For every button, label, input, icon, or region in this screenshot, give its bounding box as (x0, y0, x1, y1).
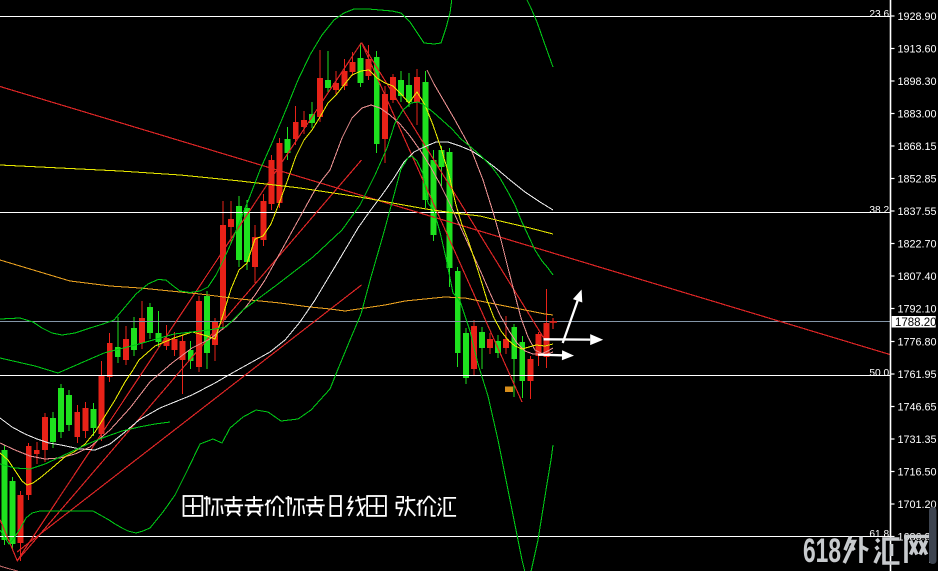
svg-text:1822.70: 1822.70 (898, 239, 937, 251)
svg-text:618: 618 (803, 532, 841, 570)
svg-text:1731.35: 1731.35 (898, 434, 937, 446)
svg-text:1852.85: 1852.85 (898, 174, 937, 186)
svg-text:38.2: 38.2 (869, 205, 889, 216)
svg-text:1928.90: 1928.90 (898, 11, 937, 23)
svg-text:1898.30: 1898.30 (898, 76, 937, 88)
svg-text:1716.50: 1716.50 (898, 467, 937, 479)
svg-text:1761.95: 1761.95 (898, 369, 937, 381)
svg-text:1807.40: 1807.40 (898, 271, 937, 283)
svg-text:1868.15: 1868.15 (898, 141, 937, 153)
svg-text:1883.00: 1883.00 (898, 109, 937, 121)
svg-text:1746.65: 1746.65 (898, 402, 937, 414)
svg-text:50.0: 50.0 (869, 368, 889, 379)
svg-text:1776.80: 1776.80 (898, 337, 937, 349)
svg-text:1788.20: 1788.20 (895, 317, 937, 329)
svg-text:1792.10: 1792.10 (898, 304, 937, 316)
svg-text:1701.20: 1701.20 (898, 499, 937, 511)
svg-text:61.8: 61.8 (869, 529, 889, 540)
svg-text:23.6: 23.6 (869, 9, 889, 20)
svg-text:1837.55: 1837.55 (898, 206, 937, 218)
svg-text:1913.60: 1913.60 (898, 44, 937, 56)
